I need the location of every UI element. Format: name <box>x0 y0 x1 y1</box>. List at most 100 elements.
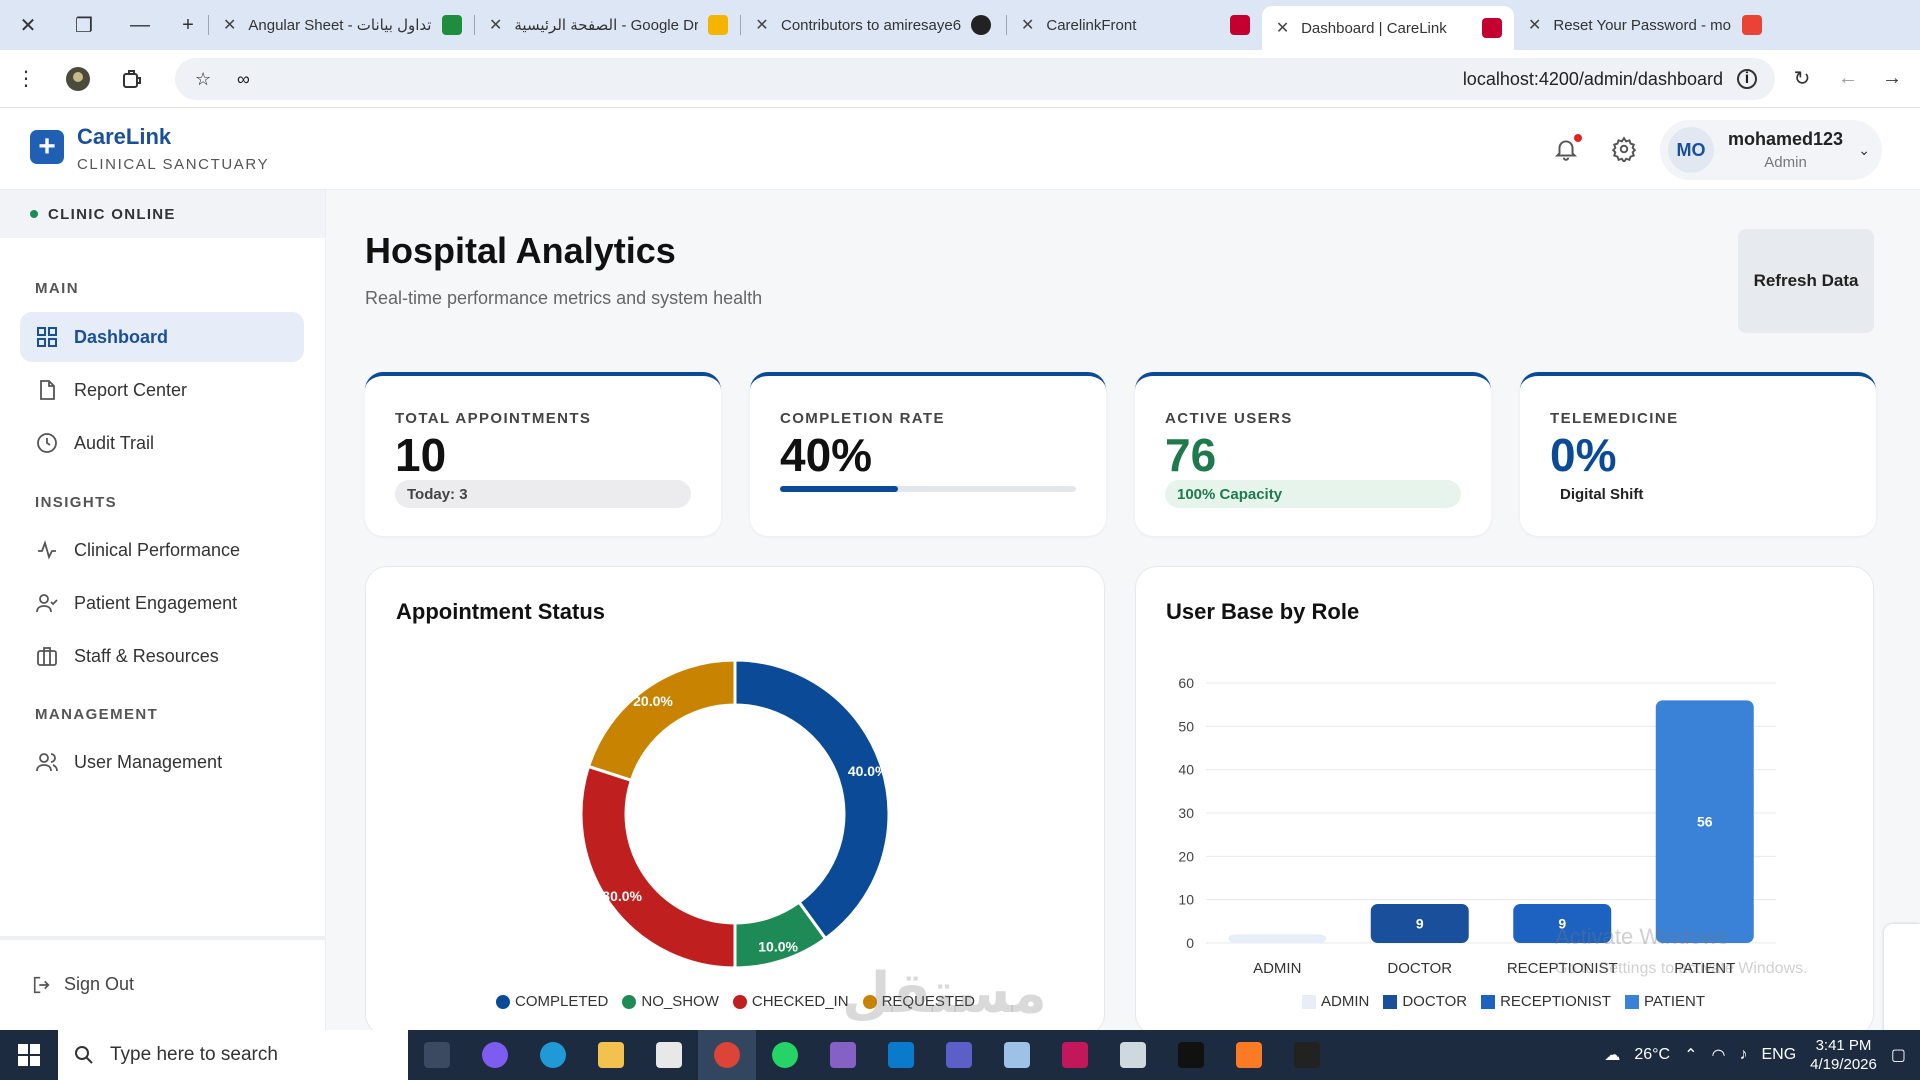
donut-data-label: 10.0% <box>758 939 798 955</box>
sidebar-item-audit-trail[interactable]: Audit Trail <box>20 418 304 468</box>
legend-swatch <box>622 994 637 1009</box>
donut-slice-completed[interactable] <box>733 658 891 941</box>
extensions-icon[interactable] <box>112 59 152 99</box>
weather-temp[interactable]: 26°C <box>1634 1046 1671 1063</box>
terminal-icon[interactable] <box>1162 1030 1220 1080</box>
teams-icon[interactable] <box>930 1030 988 1080</box>
screenshot-toolbar[interactable] <box>1884 924 1920 1040</box>
restore-window-icon[interactable]: ❐ <box>75 14 93 37</box>
sidebar-item-patient-engagement[interactable]: Patient Engagement <box>20 578 304 628</box>
browser-tab[interactable]: ✕ Contributors to amiresaye6 <box>741 0 1006 50</box>
tab-close-icon[interactable]: ✕ <box>755 17 769 34</box>
bar-admin[interactable] <box>1228 934 1327 943</box>
legend-item[interactable]: COMPLETED <box>496 993 608 1010</box>
gear-icon[interactable] <box>1611 136 1637 162</box>
mysql-icon[interactable] <box>1278 1030 1336 1080</box>
site-info-icon[interactable]: i <box>1737 69 1757 89</box>
copilot-icon[interactable] <box>466 1030 524 1080</box>
clinic-status-label: CLINIC ONLINE <box>48 205 176 223</box>
store-icon[interactable] <box>640 1030 698 1080</box>
bar-receptionist[interactable] <box>1513 904 1612 943</box>
incognito-glasses-icon[interactable]: ∞ <box>237 68 250 89</box>
tray-expand-icon[interactable]: ⌃ <box>1684 1047 1698 1064</box>
browser-tab[interactable]: ✕ Reset Your Password - moha <box>1514 0 1774 50</box>
bookmark-star-icon[interactable]: ☆ <box>195 68 212 89</box>
refresh-data-button[interactable]: Refresh Data <box>1738 229 1874 333</box>
taskbar-search-input[interactable]: Type here to search <box>58 1030 408 1080</box>
profile-avatar-icon[interactable] <box>58 59 98 99</box>
legend-item[interactable]: DOCTOR <box>1383 993 1467 1010</box>
bell-icon[interactable] <box>1553 136 1579 162</box>
menu-dots-icon[interactable]: ⋮ <box>16 68 36 90</box>
remote-desktop-icon[interactable] <box>1104 1030 1162 1080</box>
briefcase-icon <box>37 647 57 666</box>
sidebar-item-clinical-performance[interactable]: Clinical Performance <box>20 525 304 575</box>
legend-swatch <box>732 994 747 1009</box>
close-window-icon[interactable]: ✕ <box>19 14 37 37</box>
y-tick-label: 50 <box>1178 718 1194 734</box>
reload-icon[interactable]: ↻ <box>1793 68 1811 90</box>
volume-icon[interactable]: ♪ <box>1739 1046 1748 1063</box>
grid-icon <box>37 327 57 347</box>
sidebar: CLINIC ONLINE MAIN Dashboard Report Cent… <box>0 190 326 1030</box>
legend-item[interactable]: NO_SHOW <box>622 993 719 1010</box>
x-tick-label: RECEPTIONIST <box>1507 960 1618 977</box>
edge-icon[interactable] <box>524 1030 582 1080</box>
donut-slice-requested[interactable] <box>586 658 737 783</box>
browser-tab[interactable]: ✕ الصفحة الرئيسية - Google Drive <box>475 0 740 50</box>
language-indicator[interactable]: ENG <box>1761 1046 1797 1063</box>
sidebar-item-report-center[interactable]: Report Center <box>20 365 304 415</box>
sign-out-button[interactable]: Sign Out <box>32 974 134 995</box>
sidebar-item-dashboard[interactable]: Dashboard <box>20 312 304 362</box>
legend-label: ADMIN <box>1321 993 1370 1010</box>
sidebar-item-user-management[interactable]: User Management <box>20 737 304 787</box>
legend-item[interactable]: REQUESTED <box>862 993 975 1010</box>
browser-tab-active[interactable]: ✕ Dashboard | CareLink <box>1262 6 1514 50</box>
kpi-completion-rate: COMPLETION RATE 40% <box>750 372 1106 536</box>
tab-close-icon[interactable]: ✕ <box>488 17 503 34</box>
legend-item[interactable]: ADMIN <box>1302 993 1369 1010</box>
forward-icon[interactable]: → <box>1882 67 1902 89</box>
clock[interactable]: 3:41 PM 4/19/2026 <box>1810 1036 1877 1075</box>
file-explorer-icon[interactable] <box>582 1030 640 1080</box>
visual-studio-icon[interactable] <box>814 1030 872 1080</box>
back-icon[interactable]: ← <box>1838 67 1858 89</box>
tab-close-icon[interactable]: ✕ <box>222 17 237 34</box>
weather-icon[interactable]: ☁ <box>1604 1047 1621 1064</box>
box-app-icon[interactable] <box>988 1030 1046 1080</box>
xampp-icon[interactable] <box>1220 1030 1278 1080</box>
url-text[interactable]: localhost:4200/admin/dashboard <box>1462 68 1723 89</box>
new-tab-icon[interactable]: + <box>182 13 194 36</box>
tab-close-icon[interactable]: ✕ <box>1275 20 1290 37</box>
panel-title: User Base by Role <box>1166 599 1360 624</box>
task-view-icon[interactable] <box>408 1030 466 1080</box>
browser-tab[interactable]: ✕ Angular Sheet - تداول بيانات <box>209 0 474 50</box>
completion-progress-track <box>780 486 1076 492</box>
bar-doctor[interactable] <box>1370 904 1469 943</box>
legend-item[interactable]: RECEPTIONIST <box>1481 993 1611 1010</box>
brand-subtitle: CLINICAL SANCTUARY <box>77 156 270 173</box>
winrar-icon[interactable] <box>1046 1030 1104 1080</box>
app-header: + CareLink CLINICAL SANCTUARY MO mohamed… <box>0 108 1920 190</box>
tab-close-icon[interactable]: ✕ <box>1020 17 1035 34</box>
minimize-window-icon[interactable]: — <box>130 13 150 36</box>
legend-item[interactable]: CHECKED_IN <box>732 993 849 1010</box>
tab-close-icon[interactable]: ✕ <box>1527 17 1542 34</box>
chevron-down-icon[interactable]: ⌄ <box>1858 141 1870 158</box>
bar-data-label: 56 <box>1697 814 1713 830</box>
vscode-icon[interactable] <box>872 1030 930 1080</box>
user-menu[interactable]: MO mohamed123 Admin ⌄ <box>1660 120 1882 180</box>
search-icon <box>75 1046 93 1064</box>
browser-tab[interactable]: ✕ CarelinkFront <box>1007 0 1262 50</box>
wifi-icon[interactable]: ◠ <box>1711 1047 1726 1064</box>
whatsapp-icon[interactable] <box>756 1030 814 1080</box>
notifications-icon[interactable]: ▢ <box>1890 1047 1906 1064</box>
address-bar[interactable]: ☆ ∞ localhost:4200/admin/dashboard i <box>175 58 1775 100</box>
windows-start-icon[interactable] <box>0 1030 58 1080</box>
legend-item[interactable]: PATIENT <box>1624 993 1705 1010</box>
legend-swatch <box>862 994 877 1009</box>
bar-patient[interactable] <box>1655 700 1754 943</box>
donut-slice-checked_in[interactable] <box>579 764 737 970</box>
chrome-icon[interactable] <box>698 1030 756 1080</box>
sidebar-item-staff-resources[interactable]: Staff & Resources <box>20 631 304 681</box>
